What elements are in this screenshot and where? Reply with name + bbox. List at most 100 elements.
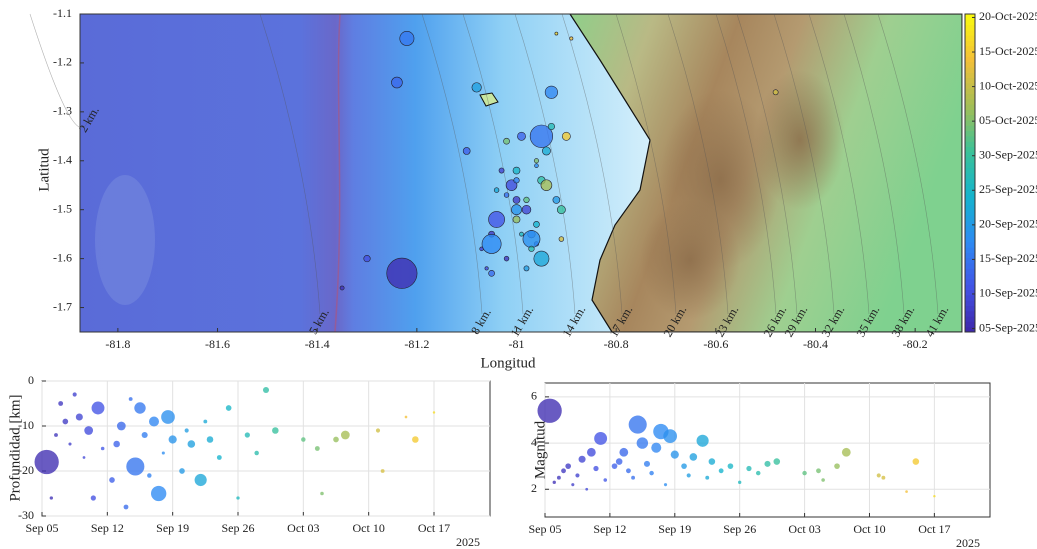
event-point	[217, 455, 222, 460]
y-axis-label: Latitud	[36, 148, 52, 192]
event-point	[91, 495, 96, 500]
event-point	[534, 159, 538, 163]
event-point	[340, 286, 344, 290]
colorbar-segment	[965, 284, 975, 290]
colorbar-segment	[965, 247, 975, 253]
event-point	[400, 31, 414, 45]
event-point	[534, 251, 549, 266]
event-point	[649, 471, 653, 475]
colorbar-label: 10-Sep-2025	[979, 286, 1037, 300]
event-point	[687, 473, 691, 477]
colorbar-segment	[965, 41, 975, 47]
event-point	[73, 392, 77, 396]
colorbar-segment	[965, 221, 975, 227]
x-tick-label: -81.6	[205, 337, 230, 351]
x-tick-label: -80.2	[903, 337, 928, 351]
event-point	[697, 435, 709, 447]
event-point	[511, 205, 521, 215]
colorbar-segment	[965, 109, 975, 115]
x-tick-label: -81.2	[404, 337, 429, 351]
y-tick-label: 0	[28, 373, 34, 387]
event-point	[626, 468, 631, 473]
event-point	[553, 196, 560, 203]
x-tick-label: Oct 10	[853, 522, 885, 536]
y-tick-label: -1.5	[53, 201, 72, 215]
event-point	[117, 422, 126, 431]
event-point	[207, 436, 214, 443]
event-point	[555, 32, 558, 35]
colorbar-segment	[965, 210, 975, 216]
colorbar-segment	[965, 25, 975, 31]
event-point	[149, 416, 159, 426]
event-point	[834, 463, 840, 469]
event-point	[561, 468, 566, 473]
event-point	[705, 476, 709, 480]
event-point	[764, 461, 770, 467]
event-point	[587, 448, 596, 457]
event-point	[147, 473, 151, 477]
colorbar-segment	[965, 99, 975, 105]
mag-frame	[545, 383, 990, 517]
event-point	[92, 402, 105, 415]
event-point	[364, 255, 371, 262]
colorbar-label: 20-Oct-2025	[979, 9, 1037, 23]
y-tick-label: -1.2	[53, 55, 72, 69]
event-point	[541, 180, 552, 191]
colorbar-segment	[965, 88, 975, 94]
colorbar-segment	[965, 46, 975, 52]
event-point	[603, 478, 607, 482]
event-point	[504, 256, 509, 261]
colorbar-segment	[965, 72, 975, 78]
event-point	[195, 474, 207, 486]
event-point	[802, 471, 806, 475]
x-tick-label: Sep 05	[529, 522, 562, 536]
event-point	[113, 441, 120, 448]
event-point	[83, 456, 86, 459]
event-point	[933, 495, 935, 497]
y-tick-label: -30	[18, 508, 34, 522]
event-point	[179, 468, 185, 474]
colorbar-segment	[965, 104, 975, 110]
event-point	[341, 431, 350, 440]
event-point	[644, 461, 650, 467]
colorbar-segment	[965, 200, 975, 206]
event-point	[571, 483, 574, 486]
colorbar-segment	[965, 30, 975, 36]
event-point	[169, 435, 177, 443]
colorbar-segment	[965, 237, 975, 243]
map-background	[80, 14, 962, 332]
colorbar-segment	[965, 35, 975, 41]
event-point	[463, 147, 470, 154]
y-tick-label: -1.6	[53, 250, 72, 264]
x-tick-label: -81.4	[305, 337, 330, 351]
event-point	[664, 483, 667, 486]
x-tick-label: Oct 03	[788, 522, 820, 536]
x-tick-label: Sep 19	[156, 521, 189, 535]
event-point	[126, 457, 144, 475]
colorbar-segment	[965, 62, 975, 68]
colorbar-segment	[965, 141, 975, 147]
event-point	[842, 448, 851, 457]
colorbar-segment	[965, 295, 975, 301]
event-point	[301, 437, 305, 441]
event-point	[35, 450, 59, 474]
x-tick-label: Sep 26	[222, 521, 255, 535]
colorbar-segment	[965, 215, 975, 221]
event-point	[548, 123, 555, 130]
event-point	[719, 468, 724, 473]
colorbar-label: 25-Sep-2025	[979, 182, 1037, 196]
event-point	[629, 416, 647, 434]
colorbar-segment	[965, 194, 975, 200]
event-point	[562, 132, 570, 140]
event-point	[188, 440, 196, 448]
event-point	[226, 405, 232, 411]
event-point	[203, 420, 207, 424]
event-point	[738, 481, 741, 484]
colorbar-segment	[965, 136, 975, 142]
colorbar-segment	[965, 173, 975, 179]
colorbar-segment	[965, 131, 975, 137]
event-point	[517, 132, 525, 140]
colorbar-segment	[965, 168, 975, 174]
event-point	[109, 477, 115, 483]
event-point	[671, 451, 679, 459]
